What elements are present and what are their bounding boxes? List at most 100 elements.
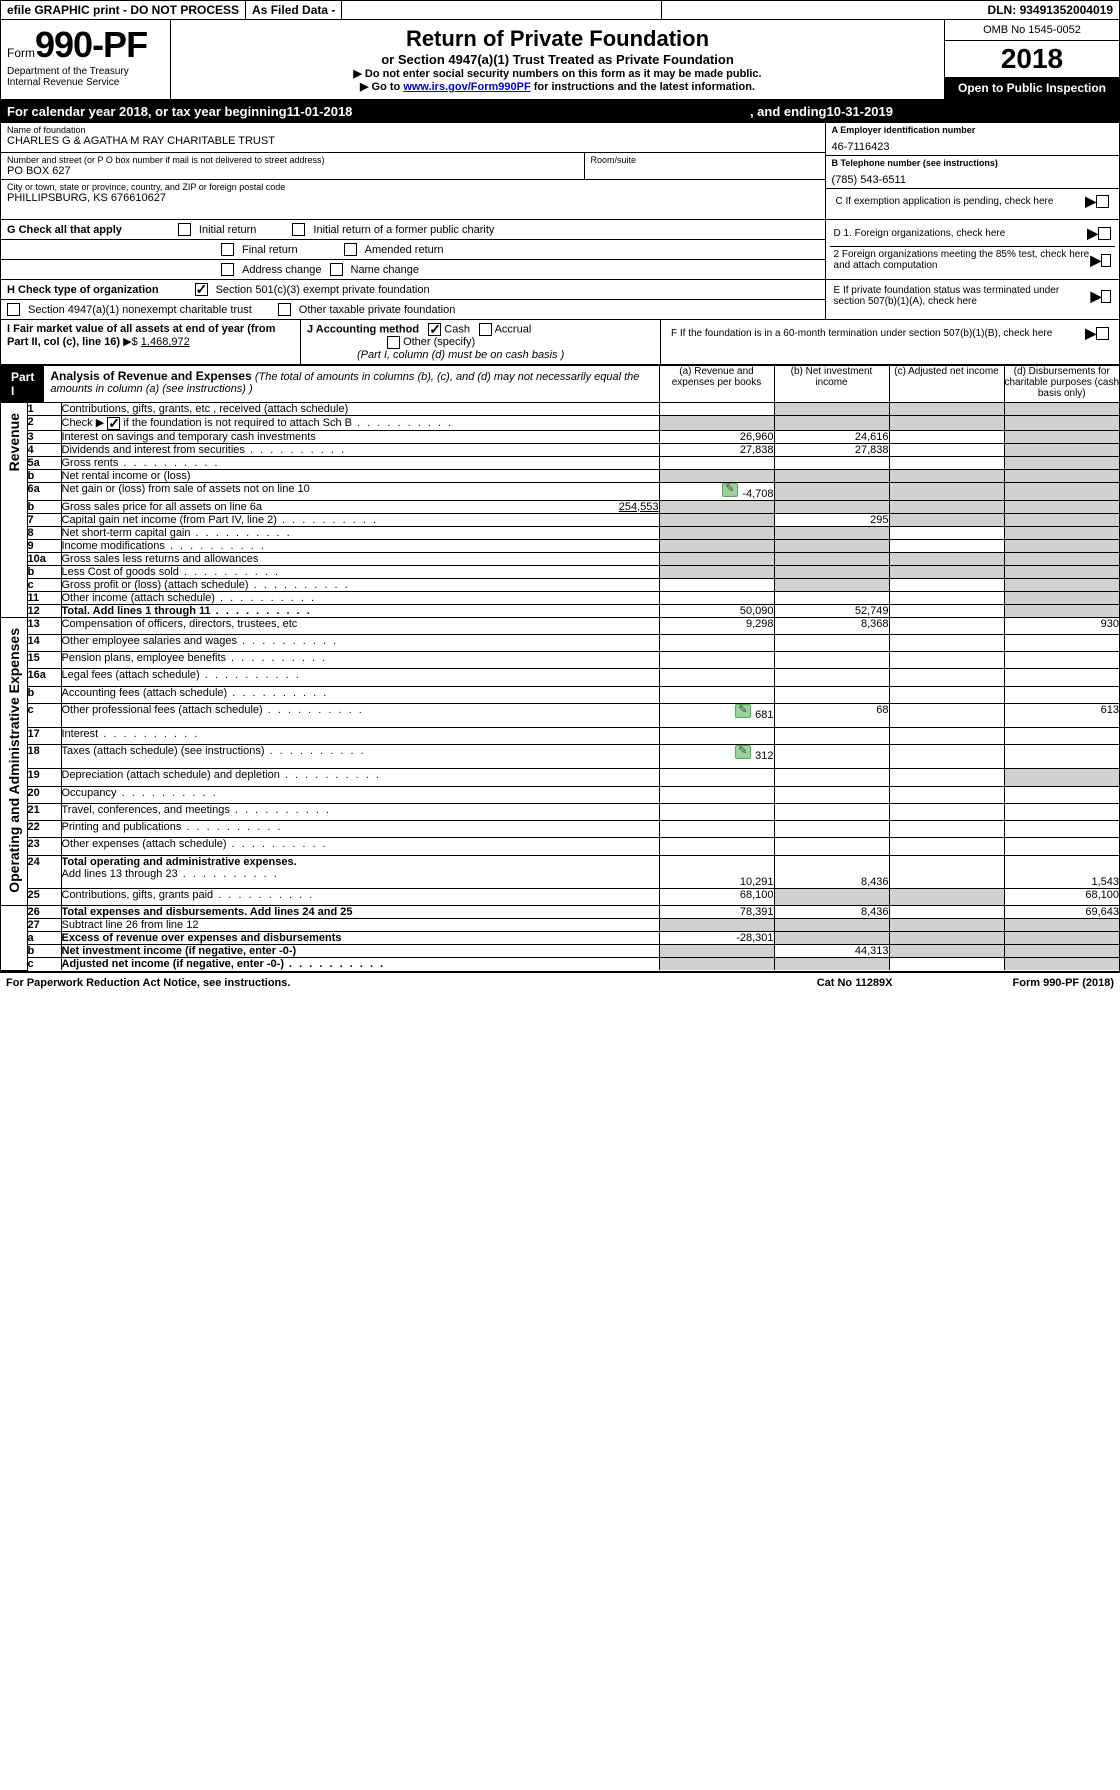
line-2: 2Check ▶ if the foundation is not requir… (1, 416, 1119, 431)
cy-mid: , and ending (750, 104, 827, 119)
line-11: 11Other income (attach schedule) (1, 591, 1119, 604)
arrow-icon: ▶ (1091, 288, 1102, 305)
line-16a: 16aLegal fees (attach schedule) (1, 669, 1119, 686)
c-checkbox[interactable] (1096, 195, 1109, 208)
irs-link[interactable]: www.irs.gov/Form990PF (403, 81, 530, 93)
f-checkbox[interactable] (1096, 327, 1109, 340)
instr-2a: ▶ Go to (360, 81, 403, 93)
g-final-checkbox[interactable] (221, 243, 234, 256)
i-value: 1,468,972 (141, 336, 190, 348)
h-other-checkbox[interactable] (278, 303, 291, 316)
form-word: Form (7, 46, 35, 60)
line-23: 23Other expenses (attach schedule) (1, 838, 1119, 855)
line-15: 15Pension plans, employee benefits (1, 652, 1119, 669)
city-state-zip: PHILLIPSBURG, KS 676610627 (7, 192, 819, 204)
line-5b: bNet rental income or (loss) (1, 469, 1119, 482)
line-6b: bGross sales price for all assets on lin… (1, 500, 1119, 513)
g-former-checkbox[interactable] (292, 223, 305, 236)
phone-label: B Telephone number (see instructions) (832, 158, 1113, 168)
line-3: 3Interest on savings and temporary cash … (1, 430, 1119, 443)
section-h-e: H Check type of organization Section 501… (1, 280, 1119, 320)
col-d-header: (d) Disbursements for charitable purpose… (1004, 366, 1119, 403)
instr-1: ▶ Do not enter social security numbers o… (177, 67, 938, 80)
form-id-block: Form990-PF Department of the Treasury In… (1, 20, 171, 99)
section-g-d: G Check all that apply Initial return In… (1, 220, 1119, 280)
pencil-icon[interactable] (722, 483, 738, 497)
g-initial-checkbox[interactable] (178, 223, 191, 236)
page-footer: For Paperwork Reduction Act Notice, see … (0, 972, 1120, 993)
ein: 46-7116423 (832, 135, 1113, 153)
line-7: 7Capital gain net income (from Part IV, … (1, 513, 1119, 526)
title-block: Return of Private Foundation or Section … (171, 20, 944, 99)
line-19: 19Depreciation (attach schedule) and dep… (1, 769, 1119, 786)
j-cash-checkbox[interactable] (428, 323, 441, 336)
address: PO BOX 627 (7, 165, 578, 177)
arrow-icon: ▶ (1090, 252, 1101, 269)
g-addrchg-checkbox[interactable] (221, 263, 234, 276)
city-label: City or town, state or province, country… (7, 182, 819, 192)
line-27c: cAdjusted net income (if negative, enter… (1, 958, 1119, 971)
c-label: C If exemption application is pending, c… (836, 196, 1086, 207)
foundation-name: CHARLES G & AGATHA M RAY CHARITABLE TRUS… (7, 135, 819, 147)
line-10c: cGross profit or (loss) (attach schedule… (1, 578, 1119, 591)
line-12: 12Total. Add lines 1 through 11 50,09052… (1, 604, 1119, 617)
line-27b: bNet investment income (if negative, ent… (1, 945, 1119, 958)
revenue-label: Revenue (6, 403, 22, 481)
line-16b: bAccounting fees (attach schedule) (1, 686, 1119, 703)
schb-checkbox[interactable] (107, 417, 120, 430)
h-label: H Check type of organization (7, 284, 159, 296)
h-othertax: Other taxable private foundation (299, 304, 456, 316)
pencil-icon[interactable] (735, 745, 751, 759)
line-18: 18Taxes (attach schedule) (see instructi… (1, 745, 1119, 769)
j-label: J Accounting method (307, 323, 419, 335)
open-public-badge: Open to Public Inspection (945, 77, 1119, 99)
e-checkbox[interactable] (1101, 290, 1111, 303)
cy-end: 10-31-2019 (827, 104, 894, 119)
g-final: Final return (242, 244, 298, 256)
line-14: 14Other employee salaries and wages (1, 634, 1119, 651)
addr-label: Number and street (or P O box number if … (7, 155, 578, 165)
g-namechg-checkbox[interactable] (330, 263, 343, 276)
arrow-icon: ▶ (1087, 225, 1098, 242)
g-former: Initial return of a former public charit… (313, 224, 494, 236)
h-501c3-checkbox[interactable] (195, 283, 208, 296)
line-27: 27Subtract line 26 from line 12 (1, 919, 1119, 932)
line-16c: cOther professional fees (attach schedul… (1, 704, 1119, 728)
dln-value: 93491352004019 (1020, 3, 1113, 17)
omb-number: OMB No 1545-0052 (945, 20, 1119, 41)
j-accrual: Accrual (495, 323, 532, 335)
arrow-icon: ▶ (1085, 325, 1096, 342)
d2-checkbox[interactable] (1101, 254, 1111, 267)
line-10a: 10aGross sales less returns and allowanc… (1, 552, 1119, 565)
expenses-label: Operating and Administrative Expenses (6, 618, 22, 903)
line-5a: 5aGross rents (1, 456, 1119, 469)
instr-2b: for instructions and the latest informat… (531, 81, 755, 93)
section-i-j-f: I Fair market value of all assets at end… (1, 320, 1119, 365)
line-25: 25Contributions, gifts, grants paid 68,1… (1, 889, 1119, 906)
h-501c3: Section 501(c)(3) exempt private foundat… (216, 284, 430, 296)
dept-irs: Internal Revenue Service (7, 77, 164, 88)
pencil-icon[interactable] (735, 704, 751, 718)
j-accrual-checkbox[interactable] (479, 323, 492, 336)
dept-treasury: Department of the Treasury (7, 66, 164, 77)
j-other-checkbox[interactable] (387, 336, 400, 349)
dln-label: DLN: (988, 3, 1017, 17)
form-number: 990-PF (35, 24, 147, 65)
footer-right: Form 990-PF (2018) (1013, 977, 1114, 989)
h-4947-checkbox[interactable] (7, 303, 20, 316)
d1-label: D 1. Foreign organizations, check here (834, 228, 1088, 239)
col-a-header: (a) Revenue and expenses per books (659, 366, 774, 403)
form-title: Return of Private Foundation (177, 26, 938, 52)
line-24: 24Total operating and administrative exp… (1, 855, 1119, 888)
f-label: F If the foundation is in a 60-month ter… (671, 328, 1085, 339)
g-amended-checkbox[interactable] (344, 243, 357, 256)
j-cash: Cash (444, 323, 470, 335)
line-10b: bLess Cost of goods sold (1, 565, 1119, 578)
name-label: Name of foundation (7, 125, 819, 135)
line-1: Revenue 1Contributions, gifts, grants, e… (1, 403, 1119, 416)
g-addrchg: Address change (242, 264, 322, 276)
part1-badge: Part I (1, 366, 44, 402)
g-initial: Initial return (199, 224, 256, 236)
line-13: Operating and Administrative Expenses 13… (1, 617, 1119, 634)
d1-checkbox[interactable] (1098, 227, 1111, 240)
